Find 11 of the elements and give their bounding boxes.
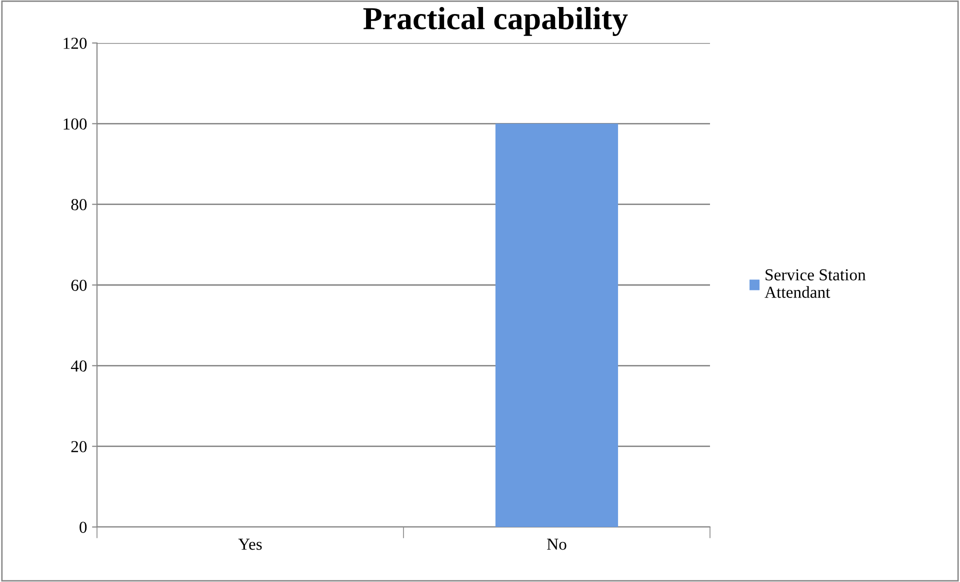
- y-tick-label: 20: [71, 441, 87, 452]
- y-tick-label: 0: [80, 522, 87, 533]
- y-tick-label: 60: [71, 280, 87, 291]
- y-tick-label: 120: [64, 38, 87, 49]
- y-tick-label: 80: [71, 199, 87, 210]
- y-tick-label: 40: [70, 360, 87, 372]
- legend-label: Service Station Attendant: [764, 269, 866, 298]
- x-tick-label: No: [547, 538, 566, 550]
- chart-title: Practical capability: [363, 6, 628, 36]
- x-tick-label: Yes: [238, 538, 262, 550]
- y-tick-label: 100: [64, 118, 87, 130]
